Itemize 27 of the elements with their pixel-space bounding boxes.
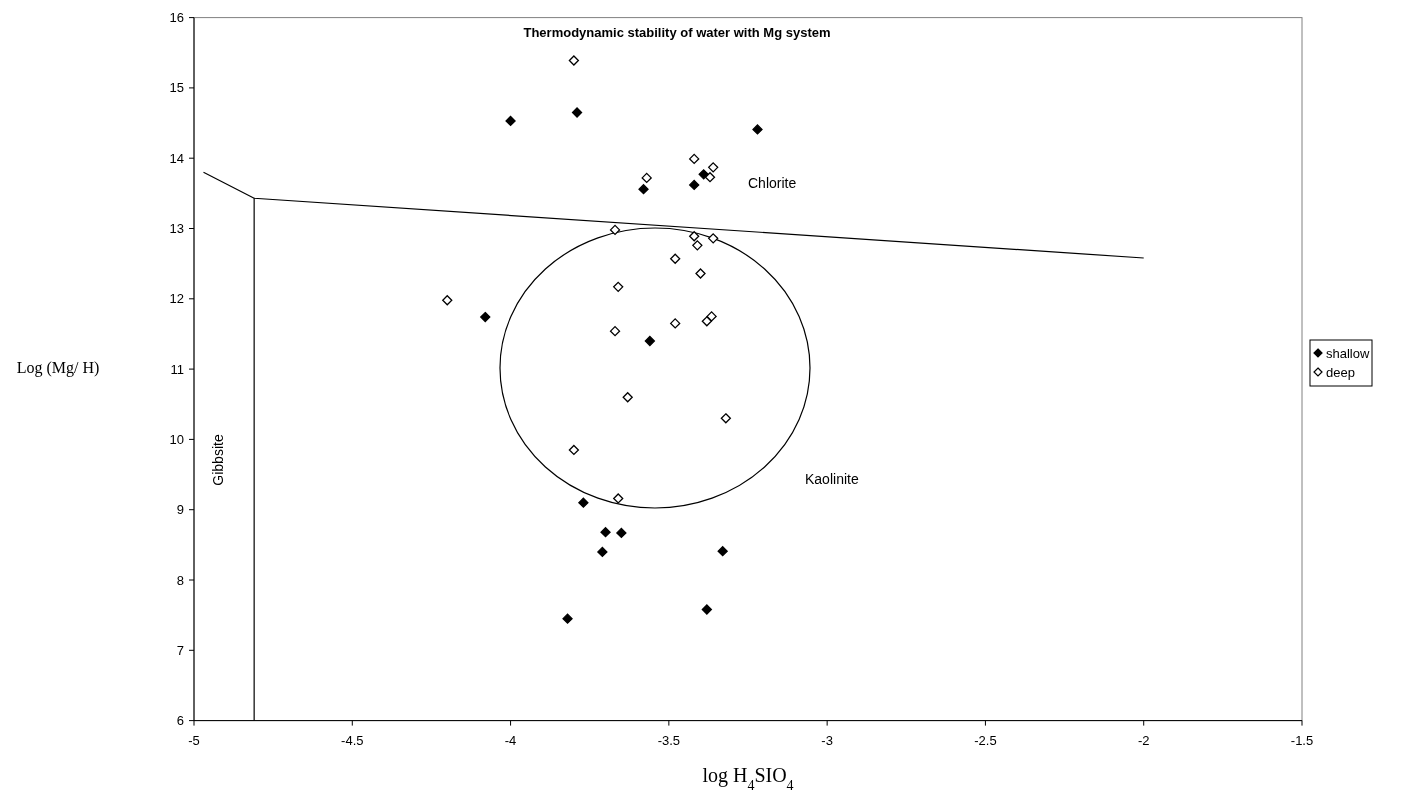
y-tick-label: 6 [176,713,184,729]
y-tick-label: 15 [169,80,184,96]
x-tick-label: -2.5 [974,732,997,748]
y-tick-label: 10 [169,431,184,447]
y-axis-title: Log (Mg/ H) [16,359,100,377]
text: Thermodynamic stability of water with Mg system [523,25,831,40]
x-tick-label: -1.5 [1290,732,1314,748]
x-tick-label: -5 [188,732,200,748]
y-tick-label: 12 [169,291,184,307]
y-tick-label: 7 [176,642,184,658]
x-axis-title: log H$_{4}$SIO$_{4}$ [702,764,794,791]
annotation: Kaolinite [805,470,859,487]
y-tick-label: 9 [176,502,184,518]
y-tick-label: 11 [170,361,184,377]
y-tick-label: 8 [176,572,184,588]
annotation: Gibbsite [209,434,226,486]
legend-label: shallow [1326,345,1370,361]
y-tick-label: 16 [169,10,184,26]
x-tick-label: -3.5 [657,732,681,748]
x-tick-label: -4.5 [341,732,364,748]
x-tick-label: -2 [1137,732,1150,748]
y-tick-label: 14 [169,150,184,166]
annotation: Chlorite [748,174,797,191]
y-tick-label: 13 [169,221,184,237]
x-tick-label: -4 [504,732,517,748]
legend-label: deep [1326,364,1355,380]
x-tick-label: -3 [821,732,833,748]
